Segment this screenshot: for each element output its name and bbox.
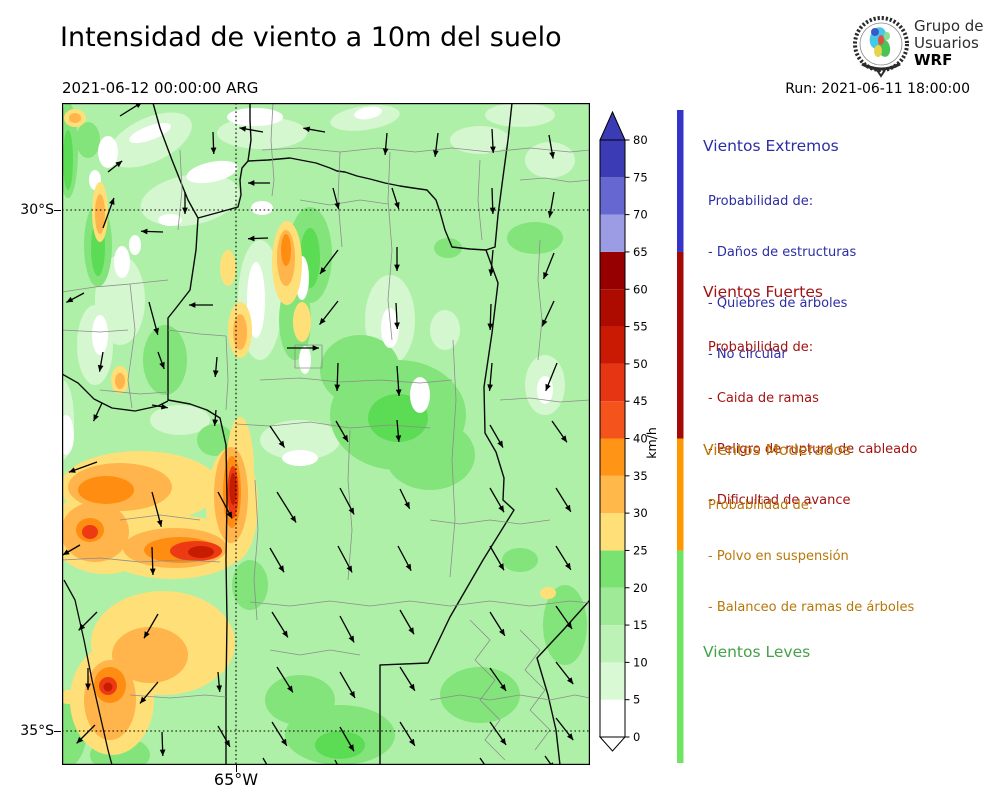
legend-section-fuertes: Vientos Fuertes Probabilidad de: - Caida… xyxy=(703,283,917,543)
lon-tick-65w: 65°W xyxy=(213,770,259,789)
svg-text:80: 80 xyxy=(633,133,648,147)
svg-text:75: 75 xyxy=(633,170,648,184)
svg-text:50: 50 xyxy=(633,357,648,371)
tickmark-65w xyxy=(236,765,237,772)
category-heading: Probabilidad de: xyxy=(708,194,814,209)
svg-text:10: 10 xyxy=(633,655,648,669)
model-run-label: Run: 2021-06-11 18:00:00 xyxy=(785,81,970,97)
svg-text:15: 15 xyxy=(633,618,648,632)
tickmark-35s xyxy=(54,731,61,732)
svg-text:30: 30 xyxy=(633,506,648,520)
page-title: Intensidad de viento a 10m del suelo xyxy=(60,22,562,53)
category-detail: - Polvo en suspensión xyxy=(708,549,849,564)
category-detail: - Peligro de ruptura de cableado xyxy=(708,442,918,457)
lat-tick-30s: 30°S xyxy=(20,202,54,218)
svg-text:0: 0 xyxy=(633,730,640,744)
logo-text-line2: Usuarios xyxy=(914,34,979,52)
svg-text:25: 25 xyxy=(633,543,648,557)
category-heading: Probabilidad de: xyxy=(708,340,814,355)
category-title-leves: Vientos Leves xyxy=(703,643,811,661)
category-detail: - Dificultad de avance xyxy=(708,493,851,508)
logo-text-line1: Grupo de xyxy=(914,17,984,35)
category-title-fuertes: Vientos Fuertes xyxy=(703,283,823,301)
category-title-moderados: Vientos Moderados xyxy=(703,441,851,459)
category-detail: - Daños de estructuras xyxy=(708,245,857,260)
legend-section-extremos: Vientos Extremos Probabilidad de: - Daño… xyxy=(703,137,856,397)
svg-text:20: 20 xyxy=(633,581,648,595)
category-detail: - Quiebres de árboles xyxy=(708,296,848,311)
svg-text:45: 45 xyxy=(633,394,648,408)
svg-text:5: 5 xyxy=(633,693,640,707)
wind-speed-colorbar: 0 5 10 15 20 25 30 35 40 45 50 55 60 65 70 75 80 km/h xyxy=(598,110,684,763)
category-detail: - Caida de ramas xyxy=(708,391,819,406)
svg-text:65: 65 xyxy=(633,245,648,259)
svg-text:55: 55 xyxy=(633,320,648,334)
lat-tick-35s: 35°S xyxy=(20,723,54,739)
svg-text:40: 40 xyxy=(633,432,648,446)
logo-text-wrf: WRF xyxy=(914,51,953,69)
wrf-users-group-logo: Grupo de Usuarios WRF xyxy=(848,8,998,78)
legend-section-moderados: Vientos Moderados Probabilidad de: - Pol… xyxy=(703,441,914,650)
svg-text:35: 35 xyxy=(633,469,648,483)
category-title-extremos: Vientos Extremos xyxy=(703,137,839,155)
category-detail: - Balanceo de ramas de árboles xyxy=(708,600,915,615)
category-detail: - No circular xyxy=(708,347,787,362)
wind-intensity-map xyxy=(62,103,590,765)
legend-section-leves: Vientos Leves xyxy=(703,643,810,661)
category-heading: Probabilidad de: xyxy=(708,498,814,513)
tickmark-30s xyxy=(54,210,61,211)
valid-time-label: 2021-06-12 00:00:00 ARG xyxy=(62,79,259,97)
svg-text:60: 60 xyxy=(633,282,648,296)
svg-text:km/h: km/h xyxy=(644,427,659,459)
svg-text:70: 70 xyxy=(633,208,648,222)
wrf-logo-emblem-icon xyxy=(853,16,909,78)
